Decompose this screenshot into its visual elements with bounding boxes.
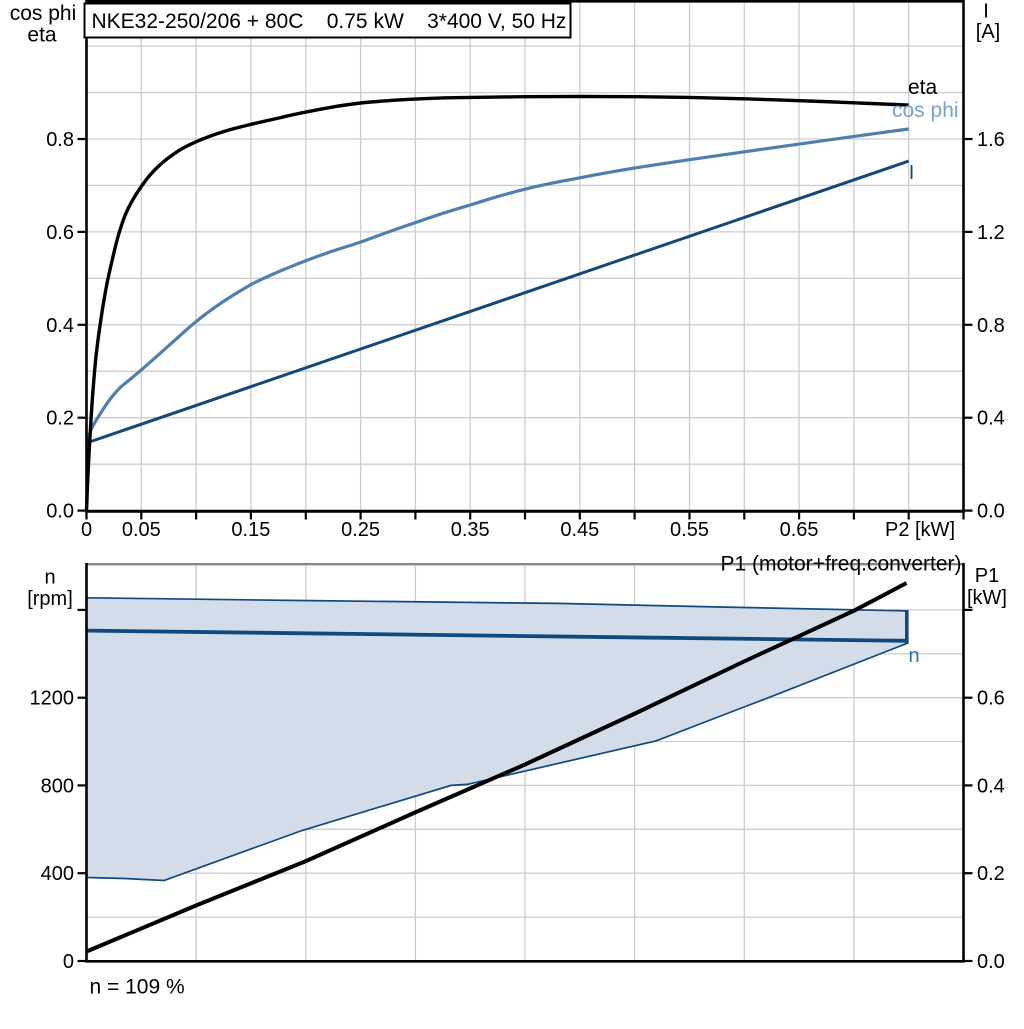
svg-text:n: n xyxy=(908,645,919,667)
svg-text:0.0: 0.0 xyxy=(977,951,1005,973)
svg-text:cos phi: cos phi xyxy=(10,2,77,25)
svg-text:0.0: 0.0 xyxy=(46,501,74,523)
svg-text:0.45: 0.45 xyxy=(560,519,599,541)
svg-text:eta: eta xyxy=(908,76,938,99)
svg-text:[rpm]: [rpm] xyxy=(27,588,73,610)
svg-text:P1: P1 xyxy=(975,565,999,587)
svg-text:0.0: 0.0 xyxy=(977,501,1005,523)
svg-text:0.25: 0.25 xyxy=(341,519,380,541)
svg-text:0.15: 0.15 xyxy=(231,519,270,541)
svg-text:0.8: 0.8 xyxy=(46,129,74,151)
svg-text:[kW]: [kW] xyxy=(967,587,1007,609)
svg-text:P1 (motor+freq.converter): P1 (motor+freq.converter) xyxy=(720,553,961,576)
svg-text:0.8: 0.8 xyxy=(977,315,1005,337)
svg-text:0: 0 xyxy=(81,519,92,541)
svg-text:NKE32-250/206 + 80C 0.75 kW: NKE32-250/206 + 80C 0.75 kW 3*400 V, 50 … xyxy=(92,10,567,33)
svg-text:0.55: 0.55 xyxy=(670,519,709,541)
svg-text:1.2: 1.2 xyxy=(977,222,1005,244)
svg-text:eta: eta xyxy=(27,24,57,47)
svg-text:0.4: 0.4 xyxy=(977,775,1005,797)
svg-text:1200: 1200 xyxy=(30,688,75,710)
svg-text:400: 400 xyxy=(41,863,74,885)
svg-text:[A]: [A] xyxy=(976,21,1000,43)
svg-text:0.05: 0.05 xyxy=(122,519,161,541)
svg-text:0.65: 0.65 xyxy=(780,519,819,541)
svg-text:I: I xyxy=(983,1,989,23)
svg-text:1.6: 1.6 xyxy=(977,129,1005,151)
svg-text:0.2: 0.2 xyxy=(977,863,1005,885)
svg-text:I: I xyxy=(909,162,915,184)
svg-text:0.2: 0.2 xyxy=(46,408,74,430)
svg-text:0.4: 0.4 xyxy=(977,408,1005,430)
svg-text:n: n xyxy=(44,567,55,589)
svg-text:n = 109 %: n = 109 % xyxy=(90,976,185,999)
svg-text:0.6: 0.6 xyxy=(46,222,74,244)
svg-text:P2 [kW]: P2 [kW] xyxy=(885,519,955,541)
svg-text:0.6: 0.6 xyxy=(977,688,1005,710)
svg-text:0.35: 0.35 xyxy=(451,519,490,541)
svg-text:cos phi: cos phi xyxy=(892,99,959,122)
svg-text:0: 0 xyxy=(63,951,74,973)
svg-text:800: 800 xyxy=(41,775,74,797)
svg-text:0.4: 0.4 xyxy=(46,315,74,337)
